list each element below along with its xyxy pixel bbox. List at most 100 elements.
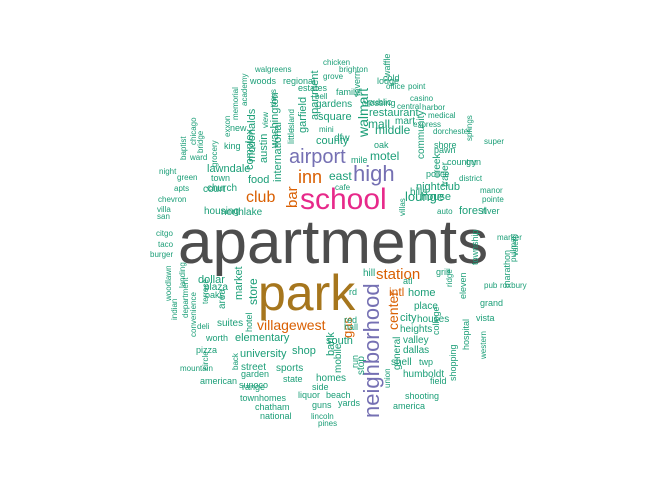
word-chatham: chatham — [255, 402, 290, 412]
word-red: red — [344, 315, 358, 325]
word-heights: heights — [400, 324, 433, 335]
word-mcdonalds: mcdonalds — [246, 108, 258, 162]
word-side: side — [312, 382, 329, 392]
word-citgo: citgo — [156, 229, 173, 238]
word-church: church — [207, 183, 238, 194]
word-sunoco: sunoco — [239, 380, 269, 390]
word-garfield: garfield — [297, 96, 309, 133]
word-store: store — [246, 278, 260, 305]
word-guns: guns — [312, 400, 332, 410]
word-yards: yards — [338, 398, 361, 408]
word-marker: marker — [497, 233, 522, 242]
word-villagewest: villagewest — [257, 317, 326, 333]
word-college: college — [431, 306, 441, 335]
word-grand: grand — [480, 298, 504, 308]
word-run: run — [350, 354, 360, 368]
word-villas: villas — [398, 198, 407, 216]
word-bell: bell — [315, 92, 328, 101]
word-park: park — [258, 265, 356, 321]
word-super: super — [484, 137, 505, 146]
word-national: national — [260, 411, 292, 421]
word-back: back — [231, 353, 240, 370]
word-estates: estates — [298, 83, 328, 93]
word-cafe: cafe — [335, 183, 351, 192]
word-crossing: crossing — [362, 98, 396, 108]
word-indian: indian — [170, 298, 179, 320]
word-school: school — [300, 183, 387, 216]
word-view: view — [261, 111, 270, 128]
word-pines: pines — [318, 419, 338, 428]
word-country: country — [447, 157, 477, 167]
word-northlake: northlake — [221, 207, 263, 218]
word-medical: medical — [428, 111, 456, 120]
word-ward: ward — [190, 153, 208, 162]
word-roxbury: roxbury — [500, 281, 527, 290]
word-shore: shore — [434, 140, 457, 150]
word-harbor: harbor — [422, 103, 446, 112]
word-market: market — [233, 266, 245, 300]
word-bridge: bridge — [196, 130, 205, 153]
word-twp: twp — [419, 357, 434, 367]
word-bar: bar — [284, 186, 301, 208]
word-housing: housing — [204, 206, 240, 217]
word-king: king — [224, 141, 241, 151]
word-lounge: lounge — [405, 189, 445, 204]
word-dorchester: dorchester — [433, 127, 471, 136]
word-convenience: convenience — [189, 292, 198, 337]
word-tavern: tavern — [352, 70, 362, 96]
word-suites: suites — [217, 318, 244, 329]
word-lincoln: lincoln — [311, 412, 334, 421]
word-green: green — [177, 173, 198, 182]
word-night: night — [159, 167, 177, 176]
word-station: station — [376, 266, 421, 283]
word-new: new — [230, 123, 247, 133]
word-street: street — [241, 362, 267, 373]
word-shop: shop — [292, 345, 316, 357]
word-valley: valley — [403, 335, 429, 346]
word-humboldt: humboldt — [403, 369, 445, 380]
word-county: county — [316, 135, 349, 147]
word-taco: taco — [158, 240, 174, 249]
word-academy: academy — [240, 73, 249, 106]
word-casino: casino — [410, 94, 434, 103]
word-east: east — [329, 169, 352, 183]
word-vista: vista — [476, 313, 495, 323]
word-hills: hills — [410, 187, 428, 198]
word-club: club — [246, 189, 276, 206]
word-university: university — [240, 348, 287, 360]
word-township: township — [470, 229, 480, 265]
word-central: central — [397, 102, 422, 111]
word-burger: burger — [150, 250, 174, 259]
word-walgreens: walgreens — [255, 65, 292, 74]
word-chevron: chevron — [158, 195, 187, 204]
word-beach: beach — [326, 390, 351, 400]
word-creek: creek — [432, 153, 443, 178]
word-valero: valero — [511, 234, 520, 256]
word-eleven: eleven — [458, 272, 468, 299]
word-food: food — [248, 174, 270, 186]
word-place: place — [414, 301, 438, 312]
word-apartments: apartments — [178, 208, 489, 277]
word-shell: shell — [391, 357, 412, 368]
word-garden: garden — [241, 369, 270, 379]
word-landing: landing — [178, 262, 187, 288]
word-lawndale: lawndale — [207, 163, 251, 175]
word-mile: mile — [351, 155, 368, 165]
word-house: house — [421, 191, 451, 203]
word-rd: rd — [349, 287, 358, 297]
word-elementary: elementary — [235, 332, 290, 344]
word-dallas: dallas — [403, 345, 430, 356]
word-america: america — [393, 401, 426, 411]
word-family: family — [336, 87, 360, 97]
word-intl: intl — [389, 285, 405, 299]
word-district: district — [459, 174, 483, 183]
word-houses: houses — [417, 314, 450, 325]
word-atl: atl — [403, 276, 413, 286]
word-airport: airport — [289, 146, 346, 168]
word-motel: motel — [370, 149, 400, 163]
word-high: high — [353, 161, 395, 186]
word-forest: forest — [459, 205, 487, 217]
word-square: square — [318, 111, 352, 123]
word-brighton: brighton — [339, 65, 368, 74]
word-pizza: pizza — [196, 345, 218, 355]
